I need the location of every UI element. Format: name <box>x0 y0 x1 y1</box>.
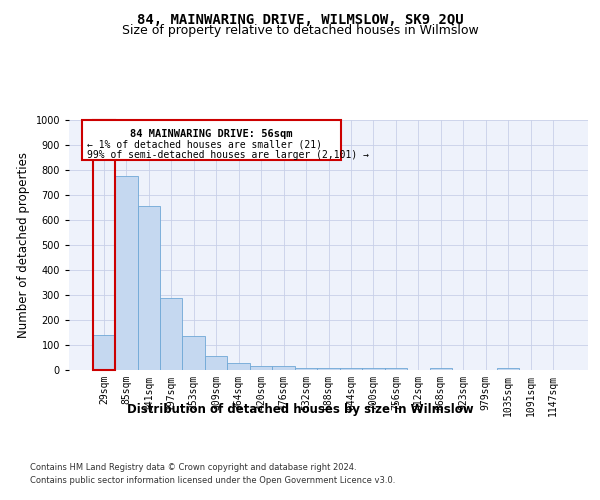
Text: 84 MAINWARING DRIVE: 56sqm: 84 MAINWARING DRIVE: 56sqm <box>130 128 293 138</box>
Bar <box>340 368 362 370</box>
FancyBboxPatch shape <box>82 120 341 160</box>
Bar <box>160 298 182 370</box>
Bar <box>92 120 115 370</box>
Bar <box>205 356 227 370</box>
Bar <box>227 363 250 370</box>
Bar <box>92 335 115 370</box>
Bar <box>317 368 340 370</box>
Text: Size of property relative to detached houses in Wilmslow: Size of property relative to detached ho… <box>122 24 478 37</box>
Text: 84, MAINWARING DRIVE, WILMSLOW, SK9 2QU: 84, MAINWARING DRIVE, WILMSLOW, SK9 2QU <box>137 12 463 26</box>
Bar <box>137 206 160 370</box>
Bar <box>430 368 452 370</box>
Bar <box>272 366 295 370</box>
Text: Distribution of detached houses by size in Wilmslow: Distribution of detached houses by size … <box>127 402 473 415</box>
Bar <box>497 368 520 370</box>
Bar <box>115 176 137 370</box>
Bar <box>182 336 205 370</box>
Bar <box>295 368 317 370</box>
Text: Contains HM Land Registry data © Crown copyright and database right 2024.: Contains HM Land Registry data © Crown c… <box>30 462 356 471</box>
Y-axis label: Number of detached properties: Number of detached properties <box>17 152 30 338</box>
Text: ← 1% of detached houses are smaller (21): ← 1% of detached houses are smaller (21) <box>87 140 322 149</box>
Bar <box>362 368 385 370</box>
Text: Contains public sector information licensed under the Open Government Licence v3: Contains public sector information licen… <box>30 476 395 485</box>
Bar <box>250 366 272 370</box>
Text: 99% of semi-detached houses are larger (2,101) →: 99% of semi-detached houses are larger (… <box>87 150 369 160</box>
Bar <box>385 368 407 370</box>
